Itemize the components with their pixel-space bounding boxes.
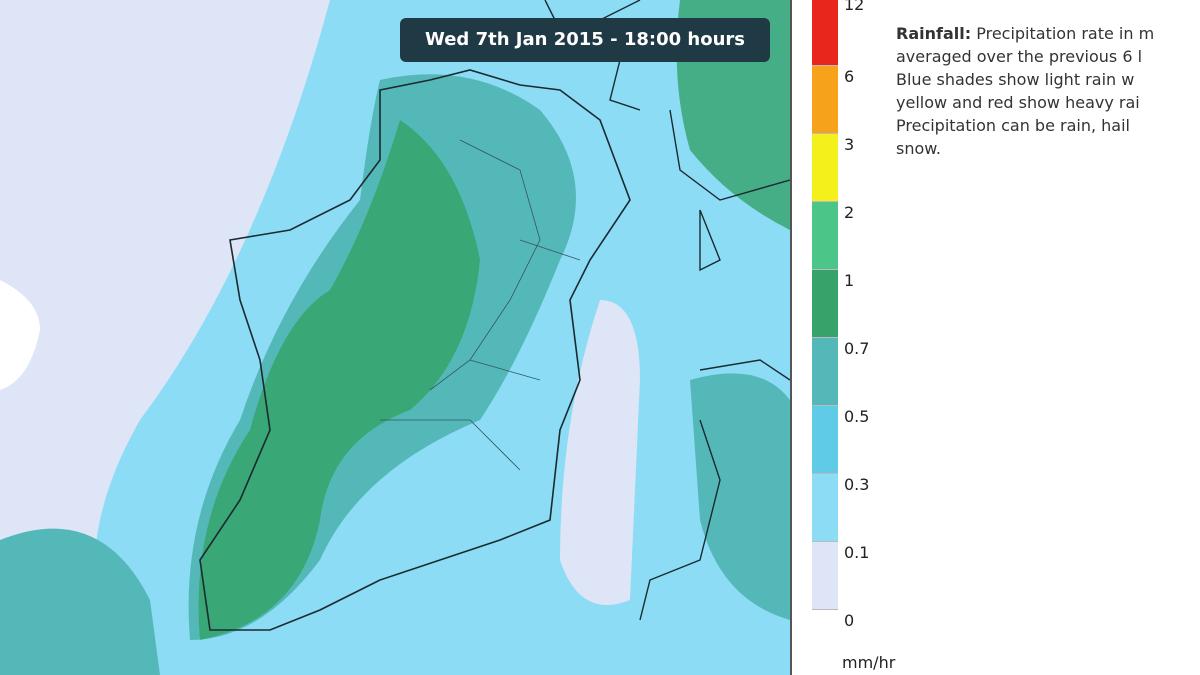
legend-label: 0.7 (844, 339, 870, 358)
legend-swatch (812, 65, 838, 134)
description-line: snow. (896, 139, 941, 158)
description-line: Rainfall: Precipitation rate in m (896, 22, 1200, 45)
description: Rainfall: Precipitation rate in m average… (896, 22, 1200, 160)
rain-area (690, 373, 790, 620)
legend-label: 6 (844, 67, 855, 86)
coastline (199, 69, 631, 631)
legend-label: 0 (844, 611, 855, 630)
legend-swatch (812, 201, 838, 270)
description-heading: Rainfall: (896, 24, 972, 43)
legend-unit: mm/hr (842, 653, 896, 672)
coastline (639, 359, 790, 621)
legend-label: 12 (844, 0, 865, 14)
county-borders (380, 139, 581, 471)
legend-label: 0.5 (844, 407, 870, 426)
legend-swatch (812, 541, 838, 610)
legend-swatch (812, 609, 838, 675)
description-line: Precipitation can be rain, hail (896, 116, 1130, 135)
legend-swatch (812, 473, 838, 542)
legend-label: 1 (844, 271, 855, 290)
legend-swatch (812, 337, 838, 406)
legend-swatch (812, 405, 838, 474)
description-line: averaged over the previous 6 l (896, 47, 1143, 66)
description-line: Blue shades show light rain w (896, 70, 1135, 89)
legend-label: 2 (844, 203, 855, 222)
heavy-rain (198, 120, 481, 640)
description-text: Precipitation rate in m (976, 24, 1155, 43)
legend-label: 0.3 (844, 475, 870, 494)
legend-swatch (812, 0, 838, 66)
description-line: yellow and red show heavy rai (896, 93, 1140, 112)
dry-area (0, 280, 40, 390)
rain-area (0, 528, 160, 675)
legend-label: 3 (844, 135, 855, 154)
legend-swatch (812, 133, 838, 202)
legend-swatch (812, 269, 838, 338)
timestamp-badge: Wed 7th Jan 2015 - 18:00 hours (400, 18, 770, 62)
legend-label: 0.1 (844, 543, 870, 562)
rain-map (0, 0, 790, 675)
legend: 12 6 3 2 1 0.7 0.5 0.3 0.1 0 mm/hr (790, 0, 896, 675)
